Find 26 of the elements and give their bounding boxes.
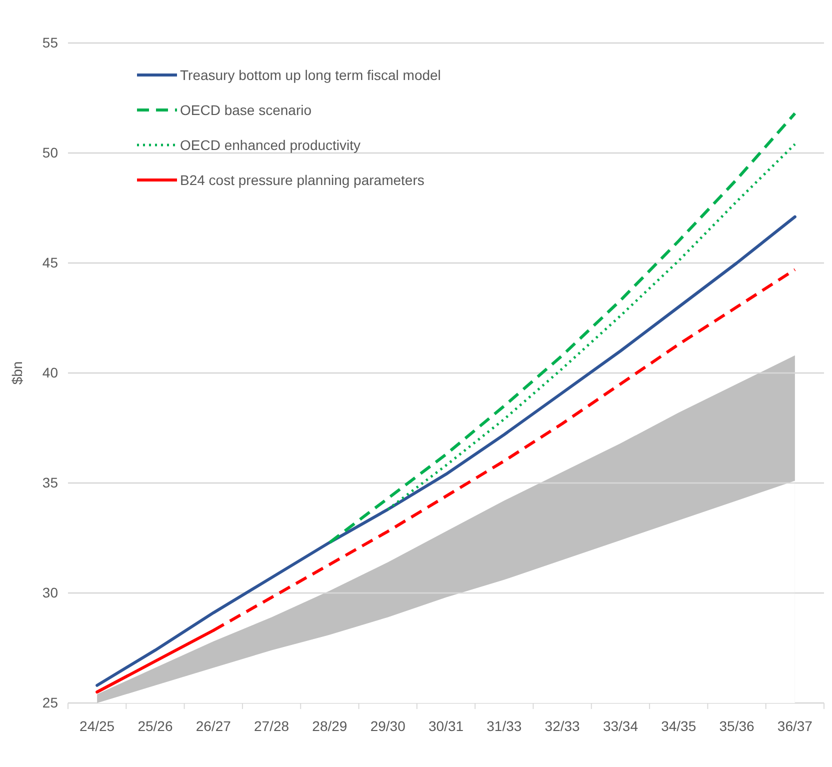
- x-tick-label: 30/31: [428, 718, 464, 734]
- x-tick-label: 36/37: [777, 718, 813, 734]
- line-series: [96, 215, 796, 687]
- y-tick-label: 50: [42, 144, 58, 160]
- legend-label: OECD base scenario: [180, 102, 312, 118]
- legend-label: Treasury bottom up long term fiscal model: [180, 67, 441, 83]
- y-tick-label: 25: [42, 694, 58, 710]
- y-tick-label: 35: [42, 474, 58, 490]
- y-axis-title: $bn: [9, 361, 25, 385]
- legend-label: OECD enhanced productivity: [180, 137, 361, 153]
- x-tick-label: 33/34: [602, 718, 638, 734]
- x-tick-label: 25/26: [138, 718, 173, 734]
- y-tick-label: 45: [42, 254, 58, 270]
- x-tick-label: 26/27: [196, 718, 232, 734]
- y-tick-label: 55: [42, 34, 58, 50]
- x-tick-label: 29/30: [370, 718, 406, 734]
- y-tick-label: 30: [42, 584, 58, 600]
- y-tick-label: 40: [42, 364, 58, 380]
- x-tick-label: 35/36: [719, 718, 754, 734]
- legend-label: B24 cost pressure planning parameters: [180, 172, 424, 188]
- x-tick-label: 27/28: [254, 718, 290, 734]
- x-tick-label: 34/35: [661, 718, 696, 734]
- x-tick-label: 32/33: [544, 718, 580, 734]
- x-tick-label: 24/25: [80, 718, 115, 734]
- x-tick-label: 28/29: [312, 718, 348, 734]
- x-tick-label: 31/33: [486, 718, 522, 734]
